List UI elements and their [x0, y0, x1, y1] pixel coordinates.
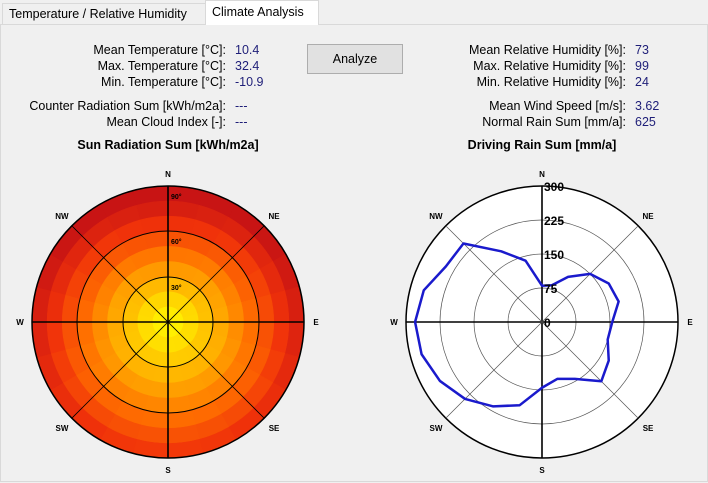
direction-label-se: SE: [269, 424, 280, 433]
normal-rain-sum-value: 625: [635, 115, 656, 129]
ring-label: 90°: [171, 193, 182, 201]
direction-label-n: N: [165, 170, 171, 179]
mean-temperature-label: Mean Temperature [°C]:: [93, 43, 226, 57]
axis-diagonal: [445, 225, 639, 419]
direction-label-e: E: [687, 318, 693, 327]
analyze-button[interactable]: Analyze: [307, 44, 403, 74]
direction-label-n: N: [539, 170, 545, 179]
max-temperature-value: 32.4: [235, 59, 260, 73]
r-tick-label: 300: [544, 180, 564, 194]
direction-label-se: SE: [643, 424, 654, 433]
mean-cloud-index-label: Mean Cloud Index [-]:: [106, 115, 226, 129]
r-tick-label: 225: [544, 214, 564, 228]
normal-rain-sum-label: Normal Rain Sum [mm/a]:: [482, 115, 626, 129]
direction-label-e: E: [313, 318, 319, 327]
direction-label-w: W: [16, 318, 24, 327]
mean-temperature-value: 10.4: [235, 43, 260, 57]
direction-label-ne: NE: [643, 212, 655, 221]
direction-label-sw: SW: [55, 424, 68, 433]
axis-diagonal: [71, 225, 265, 419]
radiation-cell: [92, 321, 110, 342]
r-tick-label: 75: [544, 282, 558, 296]
max-humidity-value: 99: [635, 59, 649, 73]
direction-label-nw: NW: [55, 212, 69, 221]
max-humidity-label: Max. Relative Humidity [%]:: [473, 59, 626, 73]
sun-radiation-chart: 30° 60° 90° N NE E SE S SW W NW: [16, 170, 319, 475]
min-humidity-label: Min. Relative Humidity [%]:: [476, 75, 626, 89]
tab-climate-analysis[interactable]: Climate Analysis: [205, 0, 319, 25]
counter-radiation-value: ---: [235, 99, 248, 113]
sun-radiation-title: Sun Radiation Sum [kWh/m2a]: [77, 138, 259, 152]
ring-label: 60°: [171, 238, 182, 246]
min-humidity-value: 24: [635, 75, 649, 89]
direction-label-ne: NE: [269, 212, 281, 221]
mean-wind-speed-value: 3.62: [635, 99, 660, 113]
mean-humidity-label: Mean Relative Humidity [%]:: [468, 43, 626, 57]
tab-bar: Temperature / Relative Humidity Climate …: [0, 0, 708, 25]
r-tick-label: 0: [544, 316, 551, 330]
r-tick-label: 150: [544, 248, 564, 262]
min-temperature-label: Min. Temperature [°C]:: [101, 75, 226, 89]
direction-label-s: S: [165, 466, 171, 475]
max-temperature-label: Max. Temperature [°C]:: [97, 59, 226, 73]
mean-wind-speed-label: Mean Wind Speed [m/s]:: [489, 99, 626, 113]
counter-radiation-label: Counter Radiation Sum [kWh/m2a]:: [29, 99, 226, 113]
direction-label-nw: NW: [429, 212, 443, 221]
driving-rain-title: Driving Rain Sum [mm/a]: [467, 138, 617, 152]
direction-label-s: S: [539, 466, 545, 475]
radiation-cell: [148, 246, 169, 264]
radiation-cell: [167, 380, 188, 398]
mean-humidity-value: 73: [635, 43, 649, 57]
radiation-cell: [226, 302, 244, 323]
direction-label-sw: SW: [429, 424, 442, 433]
direction-label-w: W: [390, 318, 398, 327]
ring-label: 30°: [171, 284, 182, 292]
mean-cloud-index-value: ---: [235, 115, 248, 129]
tab-temperature-humidity[interactable]: Temperature / Relative Humidity: [2, 3, 206, 24]
min-temperature-value: -10.9: [235, 75, 264, 89]
